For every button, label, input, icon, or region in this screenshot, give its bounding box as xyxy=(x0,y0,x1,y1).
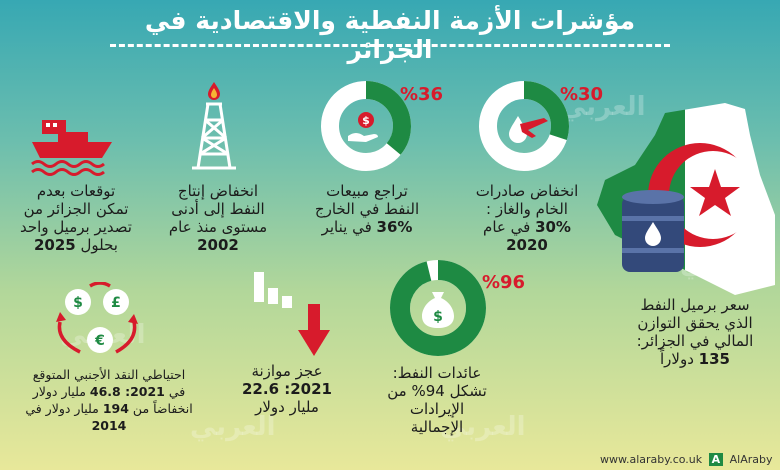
pct-exports: %30 xyxy=(560,84,604,105)
derrick-caption: انخفاض إنتاج النفط إلى أدنى مستوى منذ عا… xyxy=(148,182,288,254)
ship-line-4: بحلول xyxy=(80,236,118,254)
donut-sales: $ xyxy=(321,81,411,171)
decline-arrow-icon xyxy=(254,272,330,356)
barrel-line-2: الذي يحقق التوازن xyxy=(637,314,753,332)
page-title: مؤشرات الأزمة النفطية والاقتصادية في الج… xyxy=(144,6,636,64)
title-divider xyxy=(110,44,670,47)
svg-text:$: $ xyxy=(433,309,443,325)
sales-line-2: النفط في الخارج xyxy=(314,200,420,218)
watermark: العربي xyxy=(190,412,276,442)
deficit-caption: عجز موازنة 2021: 22.6 مليار دولار xyxy=(222,362,352,416)
ship-line-1: توقعات بعدم xyxy=(36,182,116,200)
ship-line-3: تصدير برميل واحد xyxy=(20,218,132,236)
derrick-line-3: مستوى منذ عام xyxy=(168,218,268,236)
ship-line-2: تمكن الجزائر من xyxy=(23,200,129,218)
derrick-line-1: انخفاض إنتاج xyxy=(177,182,259,200)
watermark: العربي xyxy=(440,412,526,442)
reserves-line-3a: انخفاضاً من xyxy=(128,401,193,416)
exports-line-2: الخام والغاز : xyxy=(486,200,568,218)
donut-arc-revenues xyxy=(390,260,486,356)
derrick-line-2: النفط إلى أدنى xyxy=(171,200,265,218)
sales-caption: تراجع مبيعات النفط في الخارج 36% في يناي… xyxy=(292,182,442,236)
reserves-line-1: احتياطي النقد الأجنبي المتوقع xyxy=(32,367,186,382)
svg-text:$: $ xyxy=(362,114,370,127)
oil-drop-plane-icon xyxy=(509,116,548,143)
footer-brand: AlAraby xyxy=(729,453,773,466)
svg-text:€: € xyxy=(94,333,105,349)
ship-icon xyxy=(31,120,112,176)
sales-line-3: في يناير xyxy=(321,218,377,236)
reserves-line-2c: مليار دولار xyxy=(32,384,90,399)
footer: www.alaraby.co.uk A AlAraby xyxy=(600,453,778,466)
revenues-line-4: الإجمالية xyxy=(410,418,464,436)
svg-text:$: $ xyxy=(73,295,83,311)
pct-sales: %36 xyxy=(400,84,444,105)
exports-line-3: في عام xyxy=(483,218,536,236)
sales-value: 36% xyxy=(376,218,413,236)
currency-cycle-icon: $ £ € xyxy=(56,282,138,354)
exports-caption: انخفاض صادرات الخام والغاز : 30% في عام … xyxy=(452,182,602,254)
reserves-line-2a: في xyxy=(164,384,186,399)
pct-revenues: %96 xyxy=(482,272,526,293)
watermark: العربي xyxy=(560,92,646,122)
donut-exports xyxy=(479,81,569,171)
exports-value: 30% xyxy=(535,218,571,236)
deficit-value: 2021: 22.6 xyxy=(242,380,332,398)
ship-year: 2025 xyxy=(33,236,76,254)
donut-arc-exports xyxy=(479,81,569,171)
money-hand-icon: $ xyxy=(348,112,378,142)
revenues-caption: عائدات النفط: تشكل 94% من الإيرادات الإج… xyxy=(372,364,502,436)
derrick-year: 2002 xyxy=(197,236,239,254)
revenues-line-2: تشكل 94% من xyxy=(387,382,487,400)
sales-line-1: تراجع مبيعات xyxy=(326,182,408,200)
barrel-value: 135 xyxy=(698,350,730,368)
barrel-unit: دولاراً xyxy=(660,350,699,368)
reserves-caption: احتياطي النقد الأجنبي المتوقع في 2021: 4… xyxy=(4,366,214,434)
svg-text:£: £ xyxy=(111,295,121,311)
reserves-line-3c: مليار دولار في xyxy=(25,401,103,416)
oil-derrick-icon xyxy=(192,82,236,170)
exports-year: 2020 xyxy=(506,236,548,254)
reserves-year: 2014 xyxy=(91,418,127,433)
deficit-line-3: مليار دولار xyxy=(255,398,319,416)
reserves-old-value: 194 xyxy=(102,401,129,416)
donut-arc-sales xyxy=(321,81,411,171)
exports-line-1: انخفاض صادرات xyxy=(475,182,579,200)
footer-site: www.alaraby.co.uk xyxy=(600,453,703,466)
money-bag-icon: $ xyxy=(422,292,454,328)
revenues-line-3: الإيرادات xyxy=(409,400,465,418)
revenues-line-1: عائدات النفط: xyxy=(392,364,482,382)
deficit-line-1: عجز موازنة xyxy=(251,362,323,380)
oil-barrel-icon xyxy=(622,190,684,272)
brand-logo-icon: A xyxy=(708,453,724,466)
donut-revenues: $ xyxy=(390,260,486,356)
ship-caption: توقعات بعدم تمكن الجزائر من تصدير برميل … xyxy=(8,182,144,254)
barrel-line-1: سعر برميل النفط xyxy=(640,296,750,314)
barrel-line-3: المالي في الجزائر: xyxy=(636,332,754,350)
barrel-caption: سعر برميل النفط الذي يحقق التوازن المالي… xyxy=(620,296,770,368)
reserves-value: 2021: 46.8 xyxy=(89,384,165,399)
